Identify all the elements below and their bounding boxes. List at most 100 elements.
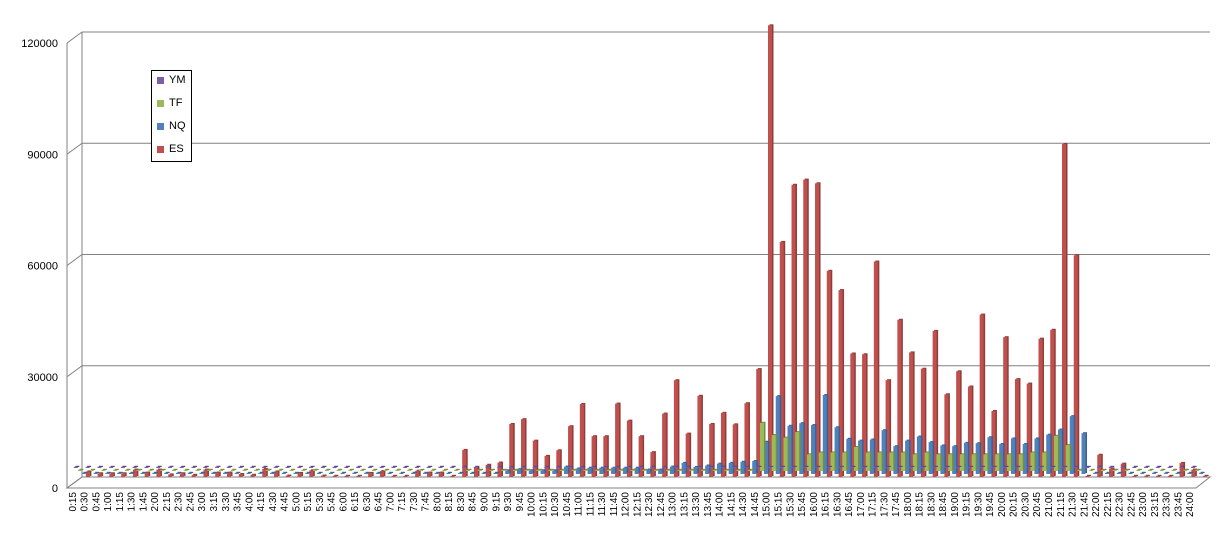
bar bbox=[630, 469, 635, 471]
bar bbox=[167, 466, 172, 468]
x-tick-label: 7:15 bbox=[397, 492, 408, 512]
bar bbox=[838, 466, 843, 468]
bar bbox=[830, 452, 835, 471]
bar bbox=[321, 475, 326, 477]
bar-side bbox=[655, 468, 660, 470]
x-tick-label: 5:30 bbox=[315, 492, 326, 512]
bar bbox=[850, 466, 855, 468]
bar bbox=[697, 466, 702, 468]
bar bbox=[148, 469, 153, 471]
bar-side bbox=[393, 474, 398, 476]
gridline-diagonal bbox=[66, 476, 83, 489]
bar bbox=[1073, 255, 1078, 477]
bar-side bbox=[118, 471, 123, 473]
bar-side bbox=[1184, 468, 1189, 470]
bar-side bbox=[490, 468, 495, 470]
bar-side bbox=[557, 465, 562, 467]
x-tick-label: 7:00 bbox=[385, 492, 396, 512]
bar-side bbox=[212, 471, 217, 473]
bar bbox=[603, 436, 608, 477]
bar bbox=[324, 469, 329, 471]
bar bbox=[461, 466, 466, 468]
bar-side bbox=[698, 465, 703, 467]
bar-side bbox=[781, 465, 786, 467]
x-tick-label: 13:00 bbox=[668, 492, 679, 517]
bar bbox=[611, 467, 616, 474]
bar-side bbox=[318, 471, 323, 473]
x-tick-label: 14:30 bbox=[738, 492, 749, 517]
x-tick-label: 2:00 bbox=[150, 492, 161, 512]
bar-side bbox=[161, 468, 166, 470]
bar bbox=[1014, 466, 1019, 468]
x-tick-label: 4:30 bbox=[268, 492, 279, 512]
bar-side bbox=[1126, 468, 1131, 470]
bar bbox=[285, 475, 290, 477]
bar bbox=[1061, 143, 1066, 477]
bar bbox=[481, 472, 486, 474]
bar bbox=[987, 437, 992, 474]
bar bbox=[1050, 329, 1055, 477]
bar-side bbox=[1094, 471, 1099, 473]
bar bbox=[909, 352, 914, 477]
bar bbox=[293, 472, 298, 474]
bar-side bbox=[240, 465, 245, 467]
bar-side bbox=[224, 471, 229, 473]
bar bbox=[861, 466, 866, 468]
bar bbox=[767, 466, 772, 468]
x-tick-label: 10:30 bbox=[550, 492, 561, 517]
legend-item: ES bbox=[157, 142, 184, 156]
x-tick-label: 11:45 bbox=[609, 492, 620, 517]
x-tick-label: 20:45 bbox=[1032, 492, 1043, 517]
bar-side bbox=[628, 465, 633, 467]
bar bbox=[650, 452, 655, 477]
bar bbox=[850, 353, 855, 477]
bar bbox=[822, 395, 827, 474]
x-tick-label: 5:45 bbox=[327, 492, 338, 512]
bar bbox=[834, 427, 839, 474]
bar bbox=[1006, 454, 1011, 471]
bar-side bbox=[933, 465, 938, 467]
bar bbox=[889, 452, 894, 471]
bar-side bbox=[1161, 468, 1166, 470]
bar bbox=[814, 466, 819, 468]
bar bbox=[77, 469, 82, 471]
bar-side bbox=[886, 465, 891, 467]
bar bbox=[928, 442, 933, 474]
bar bbox=[320, 466, 325, 468]
bar bbox=[877, 452, 882, 471]
bar bbox=[1199, 472, 1204, 474]
bar-side bbox=[737, 468, 742, 470]
bar-side bbox=[79, 468, 84, 470]
bar bbox=[897, 466, 902, 468]
bar-side bbox=[200, 471, 205, 473]
bar-side bbox=[875, 465, 880, 467]
bar bbox=[144, 466, 149, 468]
bar bbox=[779, 466, 784, 468]
bar bbox=[509, 423, 514, 477]
bar bbox=[991, 466, 996, 468]
bar bbox=[1034, 438, 1039, 474]
bar bbox=[775, 396, 780, 474]
bar bbox=[1140, 472, 1145, 474]
bar bbox=[689, 469, 694, 471]
bar bbox=[344, 466, 349, 468]
bar-side bbox=[295, 471, 300, 473]
x-tick-label: 23:00 bbox=[1138, 492, 1149, 517]
bar bbox=[677, 469, 682, 471]
bar bbox=[415, 470, 420, 477]
bar-side bbox=[816, 465, 821, 467]
bar bbox=[313, 469, 318, 471]
x-tick-label: 11:00 bbox=[574, 492, 585, 517]
bar-side bbox=[569, 465, 574, 467]
bar-side bbox=[757, 465, 762, 467]
bar-side bbox=[1169, 465, 1174, 467]
bar-side bbox=[342, 471, 347, 473]
bar bbox=[979, 314, 984, 477]
bar-side bbox=[236, 471, 241, 473]
bar bbox=[920, 368, 925, 477]
bar bbox=[105, 472, 110, 474]
bar-side bbox=[1051, 465, 1056, 467]
x-tick-label: 18:45 bbox=[938, 492, 949, 517]
bar bbox=[999, 443, 1004, 474]
bar-side bbox=[208, 468, 213, 470]
